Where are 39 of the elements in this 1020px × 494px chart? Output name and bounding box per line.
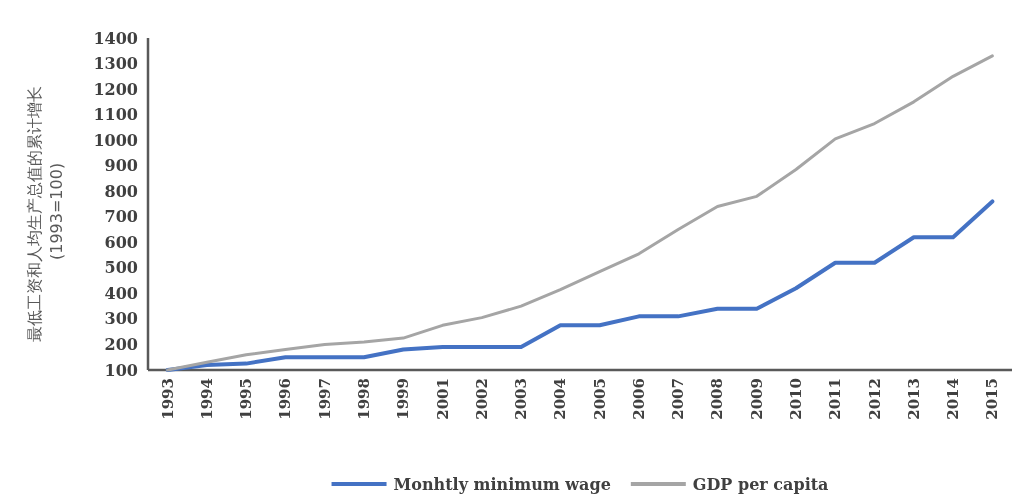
y-tick-label: 900 bbox=[104, 156, 138, 176]
x-tick-label: 1993 bbox=[158, 378, 177, 420]
x-tick-label: 2004 bbox=[551, 378, 570, 420]
y-tick-label: 700 bbox=[104, 207, 138, 227]
x-tick-label: 1999 bbox=[394, 378, 413, 420]
x-tick-label: 2012 bbox=[865, 378, 884, 420]
y-tick-label: 400 bbox=[104, 283, 138, 303]
x-tick-label: 2010 bbox=[787, 378, 805, 420]
y-tick-label: 100 bbox=[104, 360, 138, 380]
legend-label: GDP per capita bbox=[692, 474, 829, 494]
x-tick-label: 2007 bbox=[669, 378, 688, 420]
y-tick-label: 300 bbox=[104, 309, 138, 329]
y-tick-label: 800 bbox=[104, 181, 138, 201]
y-tick-label: 1300 bbox=[93, 54, 138, 74]
y-axis-title: 最低工资和人均生产总值的累计增长 (1993=100) bbox=[25, 86, 66, 342]
x-tick-label: 1998 bbox=[355, 378, 373, 420]
legend-label: Monhtly minimum wage bbox=[393, 474, 611, 494]
x-tick-label: 2006 bbox=[629, 378, 648, 420]
x-tick-label: 2005 bbox=[590, 378, 609, 420]
x-tick-label: 1994 bbox=[197, 378, 216, 420]
x-tick-label: 2003 bbox=[512, 378, 531, 420]
x-tick-label: 2014 bbox=[944, 378, 963, 420]
x-tick-label: 2013 bbox=[904, 378, 923, 420]
y-tick-label: 500 bbox=[104, 258, 138, 278]
y-tick-label: 1100 bbox=[93, 105, 138, 125]
x-tick-label: 2009 bbox=[747, 378, 766, 420]
x-tick-label: 1997 bbox=[315, 378, 334, 420]
y-tick-label: 200 bbox=[104, 334, 138, 354]
x-tick-label: 2011 bbox=[826, 378, 845, 420]
x-tick-label: 2015 bbox=[983, 378, 1002, 420]
x-tick-label: 2001 bbox=[433, 378, 452, 420]
x-tick-label: 1996 bbox=[276, 378, 295, 420]
x-tick-label: 1995 bbox=[237, 378, 256, 420]
y-tick-label: 1200 bbox=[93, 79, 138, 99]
x-tick-label: 2008 bbox=[708, 378, 727, 420]
y-tick-label: 1000 bbox=[93, 130, 138, 150]
y-tick-label: 1400 bbox=[93, 28, 138, 48]
y-tick-label: 600 bbox=[104, 232, 138, 252]
x-tick-label: 2002 bbox=[472, 378, 491, 420]
